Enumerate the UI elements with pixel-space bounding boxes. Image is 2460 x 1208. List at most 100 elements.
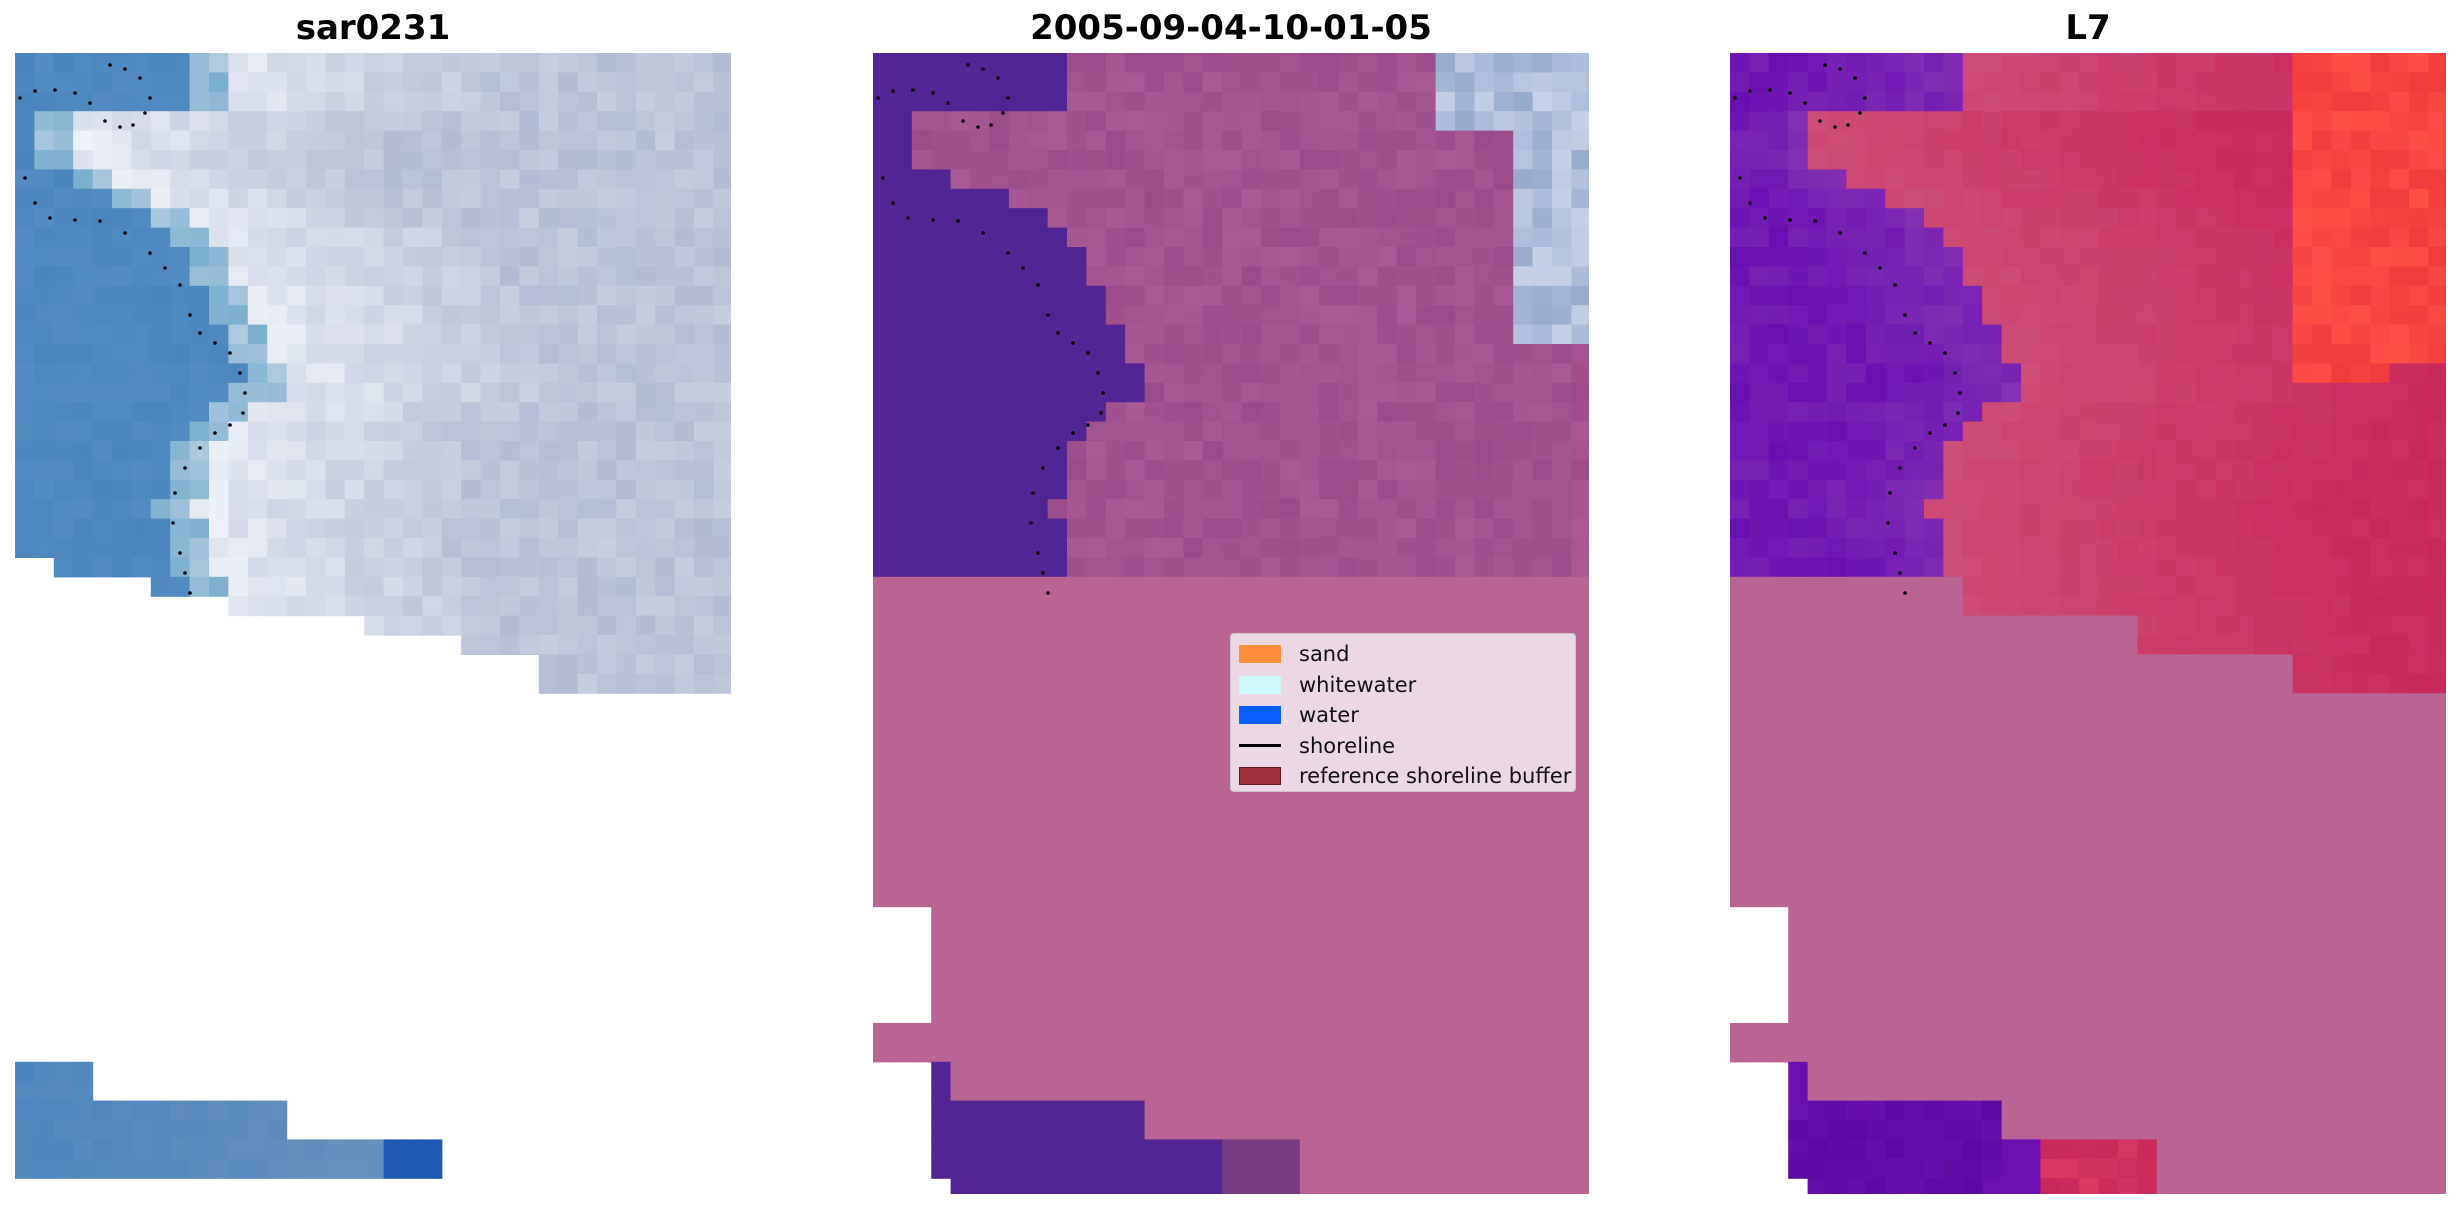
rgb-pixel xyxy=(713,576,731,597)
index-pixel xyxy=(2156,460,2177,481)
index-pixel xyxy=(2079,829,2100,849)
rgb-pixel xyxy=(616,285,637,306)
rgb-pixel xyxy=(694,305,714,326)
index-pixel xyxy=(2098,382,2119,403)
index-pixel xyxy=(2079,150,2100,170)
class-pixel xyxy=(1455,247,1475,267)
index-pixel xyxy=(2195,693,2216,714)
index-pixel xyxy=(2389,363,2410,384)
class-pixel xyxy=(1280,460,1301,481)
class-pixel xyxy=(1532,441,1553,461)
class-pixel xyxy=(1202,208,1223,229)
index-pixel xyxy=(1749,130,1770,151)
class-pixel xyxy=(950,363,971,384)
index-pixel xyxy=(2098,596,2119,617)
class-pixel xyxy=(1241,538,1262,558)
class-pixel xyxy=(1047,188,1068,209)
rgb-pixel xyxy=(694,635,714,655)
class-pixel xyxy=(1164,421,1184,442)
class-pixel xyxy=(931,499,952,520)
rgb-pixel xyxy=(92,1139,113,1160)
class-pixel xyxy=(989,305,1010,326)
class-pixel xyxy=(1474,1120,1495,1140)
shoreline-dot xyxy=(1036,551,1040,555)
index-pixel xyxy=(2195,91,2216,112)
class-pixel xyxy=(1261,809,1281,830)
rgb-pixel xyxy=(150,150,171,170)
class-pixel xyxy=(1299,169,1320,190)
index-pixel xyxy=(2428,576,2446,597)
index-pixel xyxy=(1788,344,1809,364)
class-pixel xyxy=(1338,285,1359,306)
class-pixel xyxy=(1416,1100,1437,1121)
index-pixel xyxy=(2428,363,2446,384)
shoreline-dot xyxy=(989,123,993,127)
index-pixel xyxy=(1749,499,1770,520)
rgb-pixel xyxy=(267,1120,288,1140)
rgb-pixel xyxy=(92,91,113,112)
index-pixel xyxy=(1827,53,1847,73)
class-pixel xyxy=(1144,421,1165,442)
class-pixel xyxy=(1144,441,1165,461)
class-pixel xyxy=(1164,460,1184,481)
class-pixel xyxy=(1532,324,1553,345)
class-pixel xyxy=(1047,887,1068,908)
class-pixel xyxy=(1435,790,1456,811)
index-pixel xyxy=(2331,247,2352,267)
class-pixel xyxy=(1047,829,1068,849)
rgb-pixel xyxy=(597,596,617,617)
rgb-pixel xyxy=(519,538,540,558)
index-pixel xyxy=(2040,460,2061,481)
rgb-pixel xyxy=(635,596,656,617)
class-pixel xyxy=(989,1061,1010,1082)
index-pixel xyxy=(2059,693,2080,714)
rgb-pixel xyxy=(713,72,731,93)
index-pixel xyxy=(2253,615,2274,636)
rgb-pixel xyxy=(92,441,113,461)
class-pixel xyxy=(970,829,990,849)
index-pixel xyxy=(2409,363,2429,384)
class-pixel xyxy=(1532,596,1553,617)
rgb-pixel xyxy=(189,382,210,403)
index-pixel xyxy=(1982,848,2003,869)
index-pixel xyxy=(2234,305,2255,326)
rgb-pixel xyxy=(500,402,520,423)
index-pixel xyxy=(1749,150,1770,170)
class-pixel xyxy=(1552,848,1572,869)
class-pixel xyxy=(1202,188,1223,209)
index-pixel xyxy=(2098,518,2119,539)
index-pixel xyxy=(2234,363,2255,384)
rgb-pixel xyxy=(383,421,404,442)
index-pixel xyxy=(2195,285,2216,306)
index-pixel xyxy=(2176,751,2197,772)
index-pixel xyxy=(1924,693,1944,714)
class-pixel xyxy=(1086,596,1107,617)
index-pixel xyxy=(2273,227,2294,248)
index-pixel xyxy=(2098,421,2119,442)
class-pixel xyxy=(989,538,1010,558)
index-pixel xyxy=(2040,693,2061,714)
class-pixel xyxy=(989,964,1010,985)
class-pixel xyxy=(1513,1158,1534,1179)
class-pixel xyxy=(1338,809,1359,830)
index-pixel xyxy=(1962,402,1983,423)
class-pixel xyxy=(1435,305,1456,326)
class-pixel xyxy=(1571,305,1589,326)
class-pixel xyxy=(1164,964,1184,985)
index-pixel xyxy=(2370,499,2391,520)
rgb-pixel xyxy=(267,247,288,267)
index-pixel xyxy=(2079,188,2100,209)
index-pixel xyxy=(2370,344,2391,364)
rgb-pixel xyxy=(616,499,637,520)
class-pixel xyxy=(1164,72,1184,93)
index-pixel xyxy=(2021,518,2041,539)
rgb-pixel xyxy=(674,227,695,248)
class-pixel xyxy=(1028,344,1049,364)
class-pixel xyxy=(1183,363,1204,384)
shoreline-dot xyxy=(906,216,910,220)
class-pixel xyxy=(1067,964,1087,985)
class-pixel xyxy=(1552,188,1572,209)
index-pixel xyxy=(2098,615,2119,636)
class-pixel xyxy=(1202,169,1223,190)
class-pixel xyxy=(1571,1081,1589,1102)
